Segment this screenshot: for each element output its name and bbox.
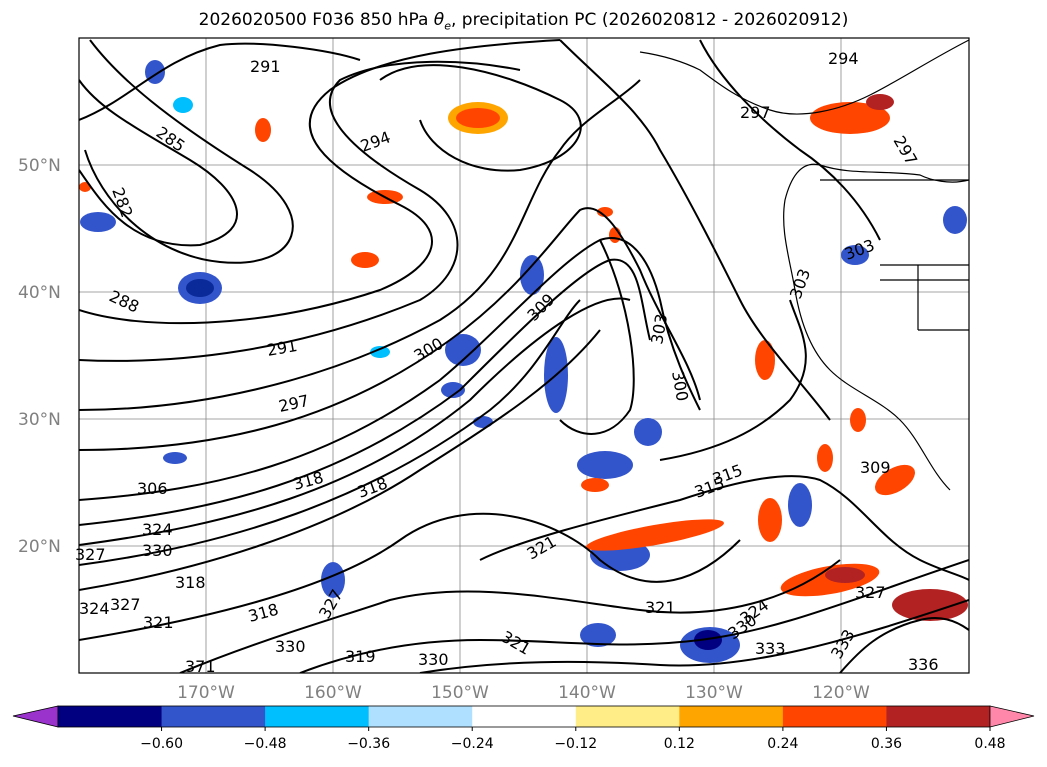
contour-label: 330 bbox=[275, 637, 306, 656]
colorbar-extend-right bbox=[989, 705, 1035, 728]
lat-label: 50°N bbox=[18, 156, 61, 176]
contour-label: 327 bbox=[75, 545, 106, 564]
contour-label: 324 bbox=[142, 520, 173, 539]
chart-title: 2026020500 F036 850 hPa θe, precipitatio… bbox=[198, 10, 849, 33]
contour-label: 327 bbox=[110, 595, 141, 614]
colorbar: −0.60 −0.48 −0.36 −0.24 −0.12 0.12 0.24 0.36 0.4… bbox=[12, 705, 1035, 752]
lat-label: 30°N bbox=[18, 410, 61, 430]
contour-label: 297 bbox=[740, 103, 771, 122]
colorbar-cell bbox=[575, 706, 680, 727]
colorbar-tick-label: 0.12 bbox=[664, 736, 695, 752]
lon-label: 130°W bbox=[685, 683, 743, 703]
lon-label: 170°W bbox=[177, 683, 235, 703]
colorbar-cells bbox=[57, 705, 991, 728]
lat-label: 20°N bbox=[18, 537, 61, 557]
colorbar-cell bbox=[886, 706, 991, 727]
colorbar-tick-label: −0.60 bbox=[140, 736, 183, 752]
map-frame bbox=[78, 37, 970, 674]
coastline bbox=[639, 39, 969, 491]
colorbar-cell bbox=[472, 706, 577, 727]
contour-label: 330 bbox=[418, 650, 449, 669]
map-area bbox=[79, 38, 969, 673]
contour-label: 336 bbox=[908, 655, 939, 674]
colorbar-ticks: −0.60 −0.48 −0.36 −0.24 −0.12 0.12 0.24 0.36 0.4… bbox=[140, 727, 1006, 752]
contour-label: 294 bbox=[828, 49, 859, 68]
contour-label: 327 bbox=[855, 583, 886, 602]
contour-label: 333 bbox=[755, 639, 786, 658]
lon-label: 140°W bbox=[558, 683, 616, 703]
contour-label: 324 bbox=[79, 599, 110, 618]
colorbar-tick-label: −0.24 bbox=[451, 736, 494, 752]
colorbar-tick-label: −0.36 bbox=[347, 736, 390, 752]
lat-label: 40°N bbox=[18, 283, 61, 303]
contour-label: 371 bbox=[185, 657, 216, 676]
colorbar-cell bbox=[161, 706, 266, 727]
contour-label: 330 bbox=[142, 541, 173, 560]
theta-e-contours bbox=[79, 39, 969, 673]
contour-label: 321 bbox=[645, 598, 676, 617]
contour-label: 291 bbox=[250, 57, 281, 76]
contour-label: 319 bbox=[345, 647, 376, 666]
colorbar-tick-label: 0.36 bbox=[871, 736, 902, 752]
precip-positive bbox=[79, 94, 968, 621]
colorbar-tick-label: 0.24 bbox=[767, 736, 798, 752]
contour-label: 306 bbox=[137, 479, 168, 498]
colorbar-cell bbox=[265, 706, 370, 727]
colorbar-cell bbox=[782, 706, 887, 727]
colorbar-cell bbox=[679, 706, 784, 727]
contour-label: 309 bbox=[860, 458, 891, 477]
colorbar-extend-left bbox=[12, 705, 59, 728]
colorbar-tick-label: 0.48 bbox=[974, 736, 1005, 752]
contour-label: 321 bbox=[143, 613, 174, 632]
colorbar-tick-label: −0.48 bbox=[244, 736, 287, 752]
lon-label: 120°W bbox=[812, 683, 870, 703]
contour-label: 318 bbox=[175, 573, 206, 592]
lon-label: 160°W bbox=[304, 683, 362, 703]
lon-label: 150°W bbox=[431, 683, 489, 703]
colorbar-cell bbox=[58, 706, 163, 727]
colorbar-cell bbox=[368, 706, 473, 727]
colorbar-tick-label: −0.12 bbox=[554, 736, 597, 752]
